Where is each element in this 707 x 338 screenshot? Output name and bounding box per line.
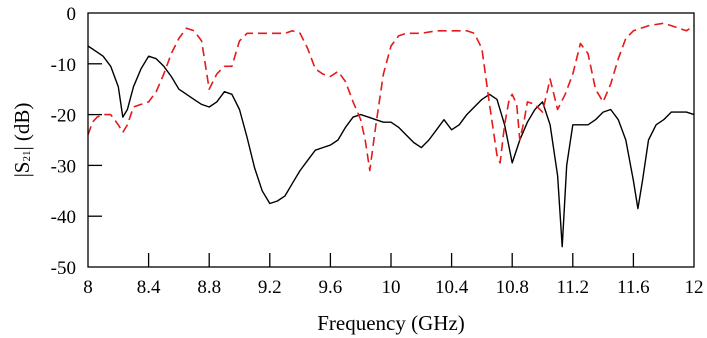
- x-tick-label: 9.2: [258, 277, 282, 298]
- y-tick-label: -50: [51, 258, 76, 279]
- plot-frame: [87, 12, 695, 268]
- x-tick-label: 10: [382, 277, 401, 298]
- y-axis-label-prefix: |S: [10, 162, 34, 178]
- y-tick-label: -20: [51, 106, 76, 127]
- x-tick-label: 8.8: [197, 277, 221, 298]
- series-line-dashed: [87, 22, 695, 172]
- series-line-solid: [87, 45, 695, 248]
- x-axis-label: Frequency (GHz): [317, 311, 465, 335]
- x-tick-label: 12: [685, 277, 704, 298]
- y-tick-label: -10: [51, 55, 76, 76]
- y-axis-label-suffix: | (dB): [10, 103, 34, 151]
- y-tick-label: 0: [67, 4, 77, 25]
- x-tick-label: 8.4: [137, 277, 161, 298]
- y-tick-label: -30: [51, 156, 76, 177]
- tick-layer: 8 8.4 8.8 9.2 9.6 10 10.4 10.8 11.2 11.6 12 0 -10 -20…: [51, 4, 704, 298]
- y-axis-label: |S21| (dB): [10, 103, 34, 178]
- series-layer: [87, 22, 695, 248]
- y-axis-label-subscript: 21: [21, 151, 33, 162]
- x-tick-label: 11.2: [557, 277, 590, 298]
- x-tick-label: 8: [83, 277, 93, 298]
- x-tick-label: 10.8: [496, 277, 529, 298]
- x-tick-label: 9.6: [319, 277, 343, 298]
- x-tick-label: 10.4: [435, 277, 469, 298]
- y-tick-label: -40: [51, 207, 76, 228]
- x-tick-label: 11.6: [617, 277, 650, 298]
